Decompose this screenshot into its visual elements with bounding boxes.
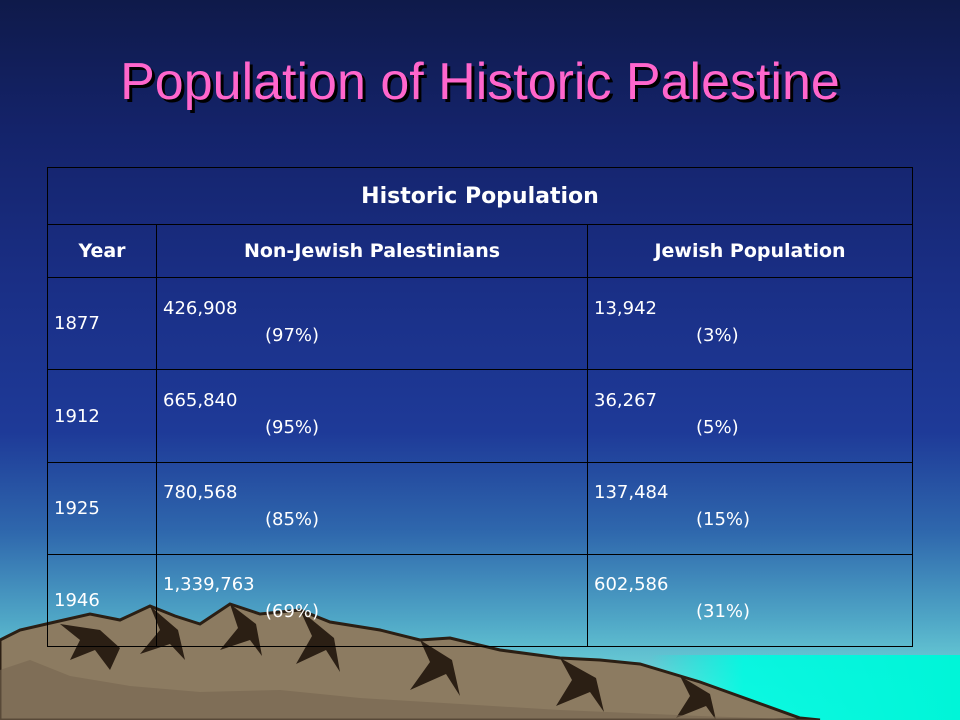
- table-row: 1946 1,339,763 (69%) 602,586 (31%): [47, 553, 913, 648]
- jewish-cell: 137,484 (15%): [587, 461, 913, 555]
- non-jewish-percent: (69%): [265, 601, 320, 623]
- non-jewish-value: 426,908: [163, 297, 238, 319]
- year-cell: 1877: [47, 277, 157, 371]
- jewish-value: 36,267: [594, 390, 657, 411]
- mountain-shadow: [410, 640, 460, 696]
- jewish-value: 137,484: [594, 482, 669, 504]
- jewish-cell: 36,267 (5%): [587, 369, 913, 463]
- mountain-foothills: [0, 660, 820, 720]
- table-caption: Historic Population: [47, 166, 913, 226]
- non-jewish-cell: 780,568 (85%): [156, 461, 588, 555]
- jewish-value: 602,586: [594, 574, 669, 596]
- table-caption-row: Historic Population: [47, 166, 913, 226]
- year-cell: 1912: [47, 369, 157, 463]
- jewish-percent: (15%): [696, 509, 751, 531]
- non-jewish-value: 780,568: [163, 482, 238, 504]
- mountain-shadow: [676, 676, 716, 720]
- jewish-cell: 602,586 (31%): [587, 553, 913, 648]
- non-jewish-cell: 426,908 (97%): [156, 277, 588, 371]
- non-jewish-cell: 665,840 (95%): [156, 369, 588, 463]
- non-jewish-percent: (95%): [265, 417, 320, 438]
- table-row: 1877 426,908 (97%) 13,942 (3%): [47, 277, 913, 371]
- table-row: 1912 665,840 (95%) 36,267 (5%): [47, 369, 913, 463]
- population-table: Historic Population Year Non-Jewish Pale…: [47, 166, 913, 648]
- jewish-percent: (3%): [696, 324, 739, 346]
- column-header-year: Year: [47, 224, 157, 279]
- column-header-non-jewish: Non-Jewish Palestinians: [156, 224, 588, 279]
- year-cell: 1946: [47, 553, 157, 648]
- table-row: 1925 780,568 (85%) 137,484 (15%): [47, 461, 913, 555]
- jewish-percent: (31%): [696, 601, 751, 623]
- jewish-cell: 13,942 (3%): [587, 277, 913, 371]
- page-title: Population of Historic Palestine: [120, 53, 840, 111]
- non-jewish-value: 1,339,763: [163, 574, 255, 596]
- table-header-row: Year Non-Jewish Palestinians Jewish Popu…: [47, 224, 913, 279]
- non-jewish-cell: 1,339,763 (69%): [156, 553, 588, 648]
- jewish-value: 13,942: [594, 297, 657, 319]
- non-jewish-percent: (85%): [265, 509, 320, 531]
- year-cell: 1925: [47, 461, 157, 555]
- jewish-percent: (5%): [696, 417, 739, 438]
- column-header-jewish: Jewish Population: [587, 224, 913, 279]
- mountain-shadow: [556, 658, 604, 712]
- non-jewish-value: 665,840: [163, 390, 238, 411]
- non-jewish-percent: (97%): [265, 324, 320, 346]
